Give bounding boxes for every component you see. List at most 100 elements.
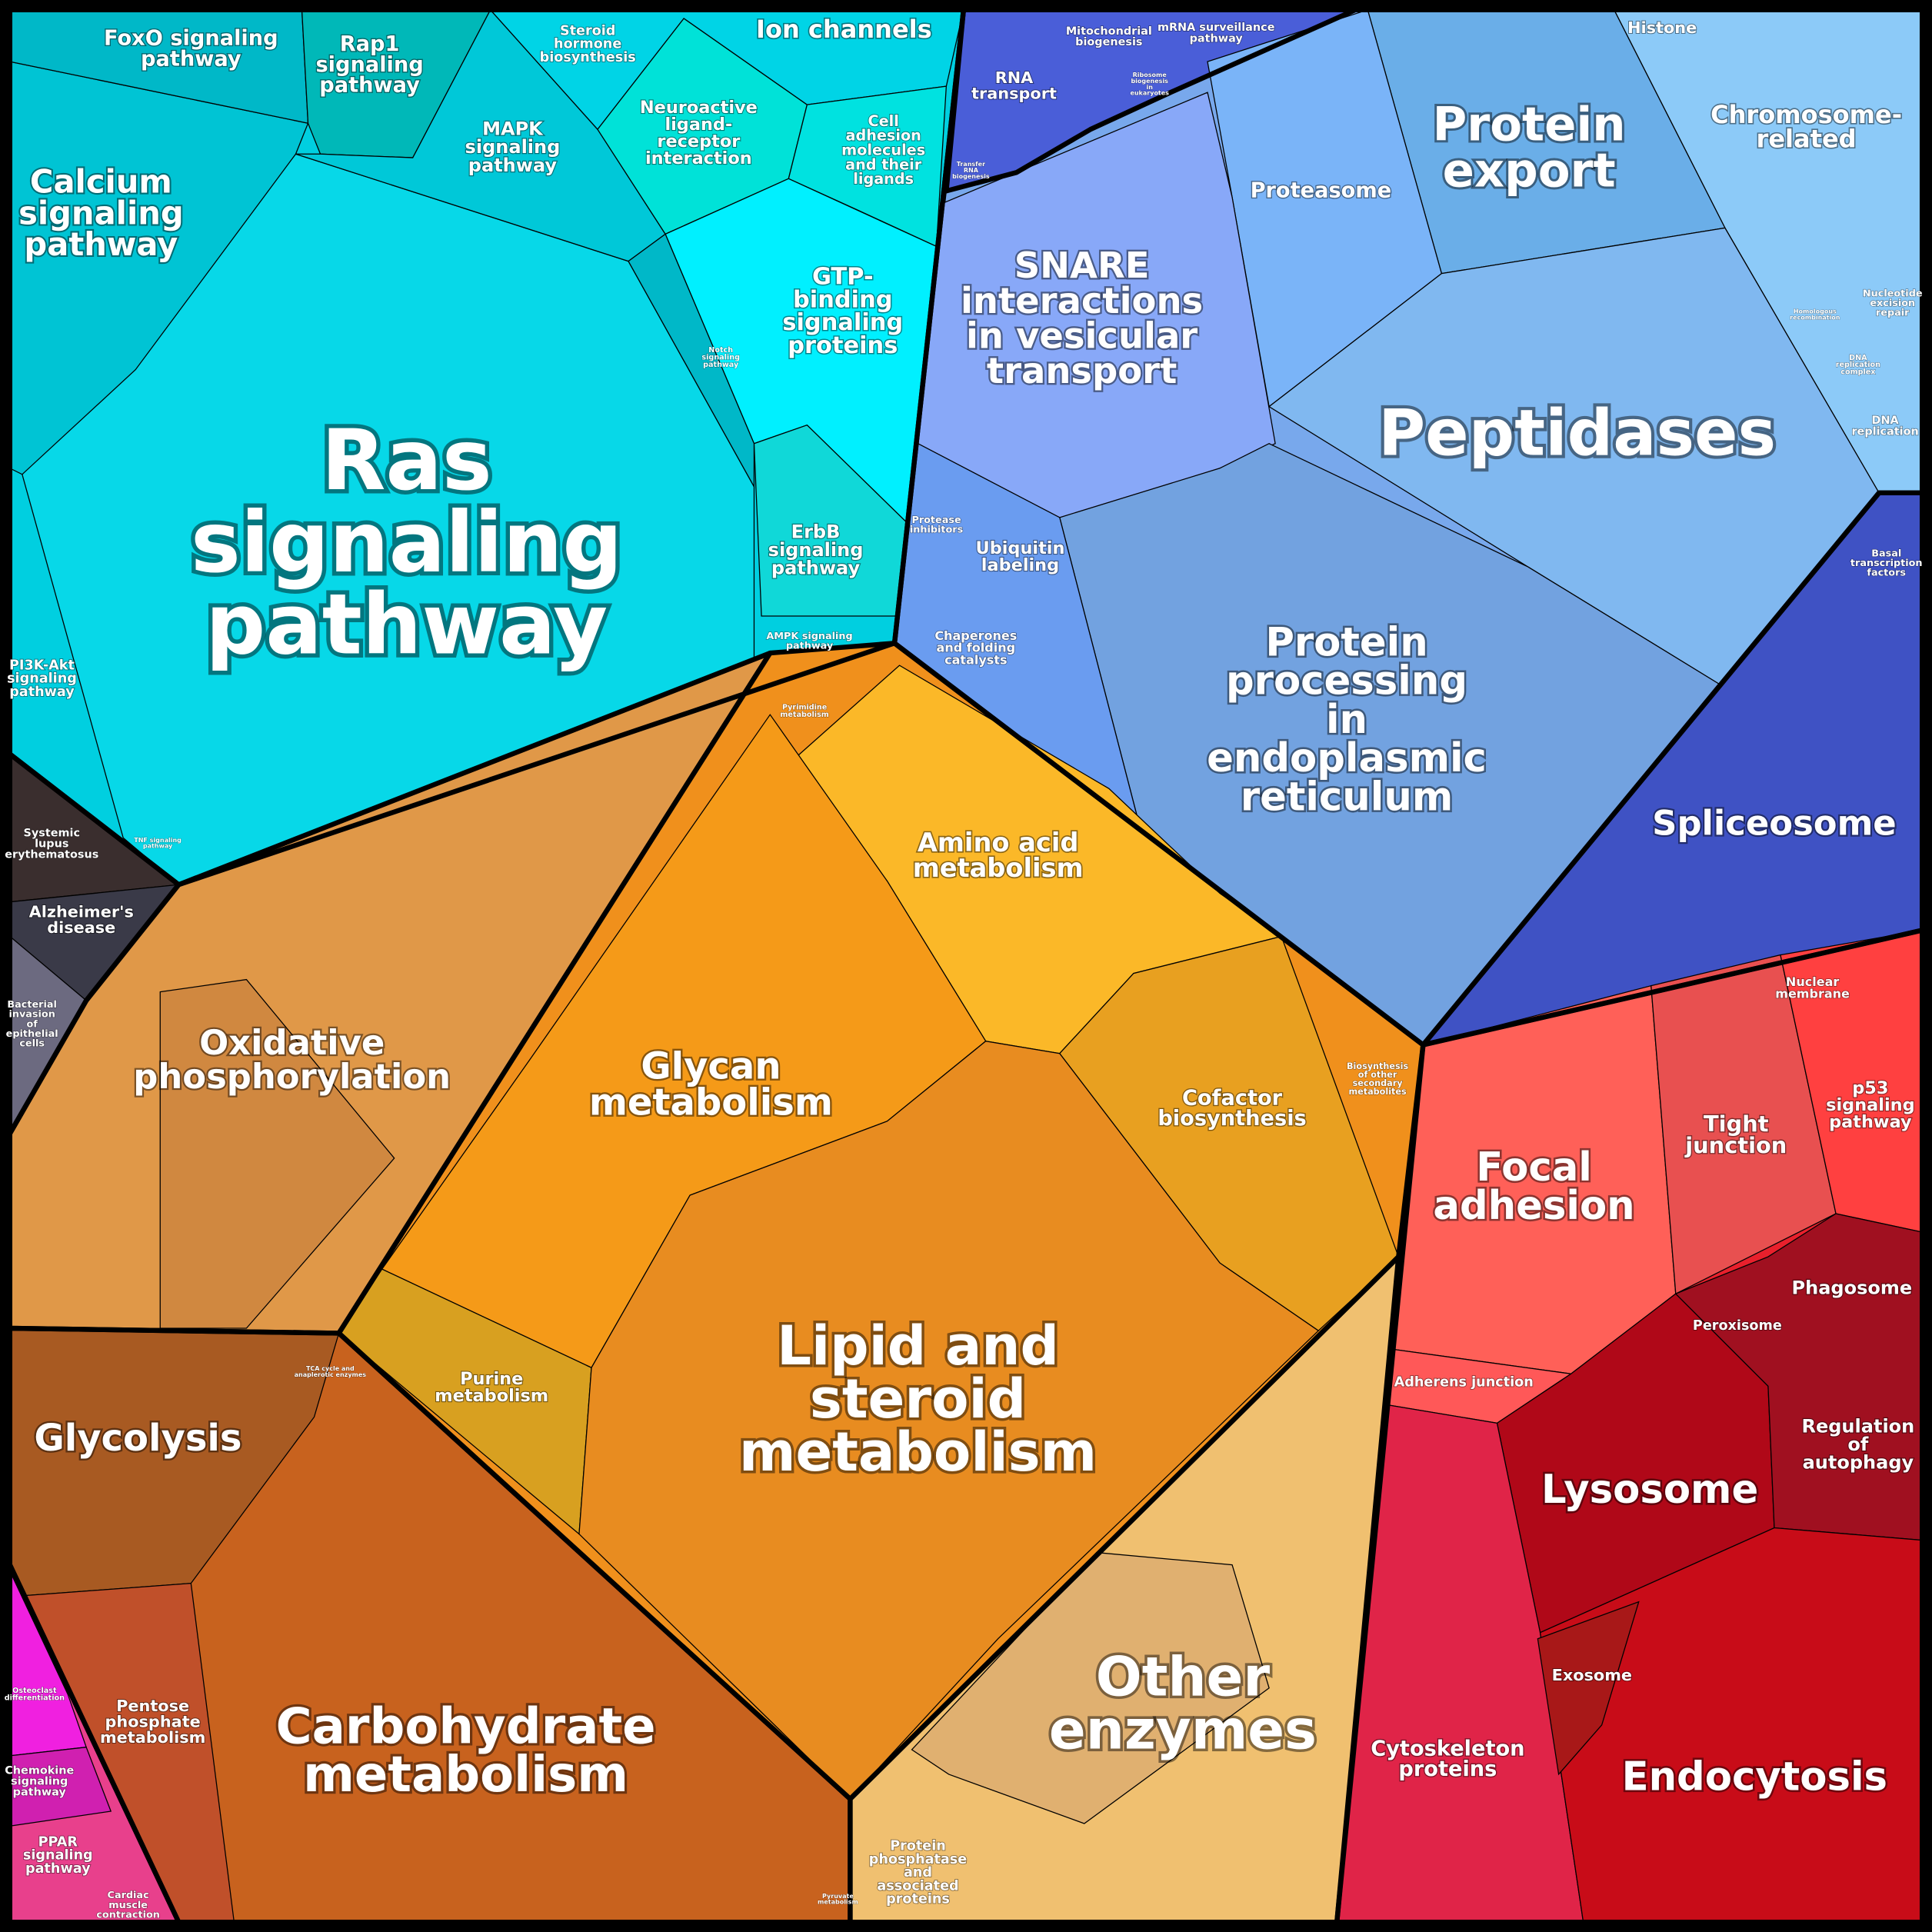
label-line: Exosome bbox=[1552, 1666, 1632, 1684]
label-line: pathway bbox=[468, 155, 558, 176]
label-line: transcription bbox=[1850, 558, 1923, 569]
label-line: PI3K-Akt bbox=[9, 658, 75, 673]
label-line: Calcium bbox=[30, 163, 172, 201]
label-line: signaling bbox=[701, 354, 740, 362]
label-line: complex bbox=[1840, 368, 1876, 377]
label-line: Ion channels bbox=[756, 15, 932, 44]
cell-label: Cofactor biosynthesis bbox=[1158, 1086, 1306, 1131]
label-line: muscle bbox=[108, 1899, 148, 1910]
label-line: metabolism bbox=[589, 1081, 833, 1124]
label-line: Pyrimidine bbox=[782, 704, 828, 712]
label-line: Chemokine bbox=[5, 1764, 74, 1777]
label-line: Cytoskeleton bbox=[1371, 1737, 1524, 1760]
label-line: DNA bbox=[1872, 415, 1900, 427]
label-line: excision bbox=[1870, 298, 1915, 309]
label-line: Nuclear bbox=[1786, 974, 1839, 988]
label-line: export bbox=[1443, 143, 1616, 198]
label-line: pathway bbox=[205, 575, 608, 673]
label-line: PPAR bbox=[38, 1834, 78, 1850]
label-line: phosphate bbox=[105, 1713, 201, 1731]
label-line: binding bbox=[793, 286, 893, 313]
label-line: Lysosome bbox=[1541, 1467, 1758, 1513]
cell-label: Carbohydrate metabolism bbox=[276, 1698, 656, 1804]
label-line: replication bbox=[1836, 361, 1880, 369]
label-line: Protein bbox=[1265, 619, 1427, 665]
label-line: Bacterial bbox=[7, 999, 57, 1011]
cell-label: Phagosome bbox=[1792, 1277, 1913, 1299]
label-line: Basal bbox=[1871, 548, 1901, 559]
cell-label: PI3K-Akt signaling pathway bbox=[7, 658, 77, 700]
label-line: signaling bbox=[191, 494, 622, 591]
cell-label: Steroid hormone biosynthesis bbox=[540, 23, 636, 65]
label-line: interaction bbox=[645, 148, 752, 168]
cell-label: Histone bbox=[1627, 18, 1697, 37]
label-line: recombination bbox=[1790, 314, 1840, 321]
label-line: biosynthesis bbox=[540, 50, 636, 65]
label-line: RNA bbox=[995, 68, 1034, 87]
cell-label: Ribosome biogenesis in eukaryotes bbox=[1130, 72, 1169, 97]
cell-label: Pentose phosphate metabolism bbox=[100, 1697, 205, 1747]
label-line: contraction bbox=[96, 1909, 160, 1920]
label-line: metabolism bbox=[303, 1747, 628, 1804]
label-line: labeling bbox=[981, 555, 1059, 575]
label-line: invasion bbox=[8, 1008, 55, 1020]
label-line: receptor bbox=[657, 132, 740, 152]
label-line: Tight bbox=[1704, 1111, 1769, 1137]
cell bbox=[1537, 1601, 1640, 1776]
label-line: GTP- bbox=[812, 263, 874, 290]
label-line: TNF signaling bbox=[134, 836, 182, 843]
cell-label: Proteasome bbox=[1251, 178, 1392, 202]
label-line: signaling bbox=[465, 136, 561, 158]
cell-label: Cytoskeleton proteins bbox=[1371, 1737, 1524, 1781]
label-line: Protein bbox=[1433, 97, 1626, 152]
cell-label: Notch signaling pathway bbox=[701, 346, 740, 369]
label-line: Ubiquitin bbox=[976, 538, 1065, 558]
label-line: AMPK signaling bbox=[766, 630, 852, 641]
cell-label: Ras signaling pathway bbox=[191, 411, 622, 674]
label-line: signaling bbox=[315, 52, 423, 76]
label-line: Glycan bbox=[641, 1044, 781, 1088]
label-line: Nucleotide bbox=[1863, 288, 1923, 299]
cell-label: Protease inhibitors bbox=[910, 515, 964, 536]
label-line: ligand- bbox=[665, 115, 732, 135]
cell-label: Protein export bbox=[1433, 97, 1626, 198]
label-line: and bbox=[904, 1865, 932, 1880]
cell-label: Glycan metabolism bbox=[589, 1044, 833, 1124]
label-line: factors bbox=[1867, 567, 1906, 578]
label-line: Cardiac bbox=[108, 1890, 149, 1901]
label-line: signaling bbox=[768, 539, 864, 561]
label-line: inhibitors bbox=[910, 524, 964, 535]
label-line: signaling bbox=[18, 194, 184, 232]
label-line: Chromosome- bbox=[1710, 100, 1902, 129]
cell-label: Amino acid metabolism bbox=[913, 827, 1084, 882]
label-line: Pentose bbox=[116, 1697, 189, 1715]
cell-label: Other enzymes bbox=[1049, 1645, 1317, 1761]
cell-label: Oxidative phosphorylation bbox=[133, 1022, 451, 1097]
label-line: Biosynthesis bbox=[1347, 1061, 1408, 1071]
label-line: Ribosome bbox=[1133, 72, 1168, 78]
cell-label: Biosynthesis of other secondary metabolites bbox=[1347, 1061, 1408, 1097]
cell-label: TNF signaling pathway bbox=[134, 836, 182, 849]
cell-label: MAPK signaling pathway bbox=[465, 118, 561, 176]
cell-label: Calcium signaling pathway bbox=[18, 163, 184, 264]
label-line: in bbox=[1146, 83, 1153, 90]
label-line: disease bbox=[47, 918, 115, 937]
label-line: Histone bbox=[1627, 18, 1697, 37]
label-line: Amino acid bbox=[918, 827, 1079, 857]
label-line: Mitochondrial bbox=[1066, 25, 1152, 38]
label-line: of bbox=[1847, 1434, 1868, 1455]
label-line: biosynthesis bbox=[1158, 1107, 1306, 1131]
label-line: pathway bbox=[1829, 1112, 1912, 1132]
label-line: anaplerotic enzymes bbox=[295, 1371, 367, 1377]
label-line: Peptidases bbox=[1378, 396, 1776, 471]
label-line: adhesion bbox=[845, 126, 921, 144]
cell-label: Chromosome-related bbox=[1710, 100, 1902, 153]
cell bbox=[578, 1041, 1320, 1800]
label-line: Glycolysis bbox=[34, 1417, 242, 1460]
cell-label: Rap1 signaling pathway bbox=[315, 32, 423, 97]
cell-label: FoxO signaling pathway bbox=[104, 26, 278, 71]
label-line: Oxidative bbox=[199, 1022, 385, 1063]
label-line: metabolism bbox=[435, 1385, 548, 1405]
